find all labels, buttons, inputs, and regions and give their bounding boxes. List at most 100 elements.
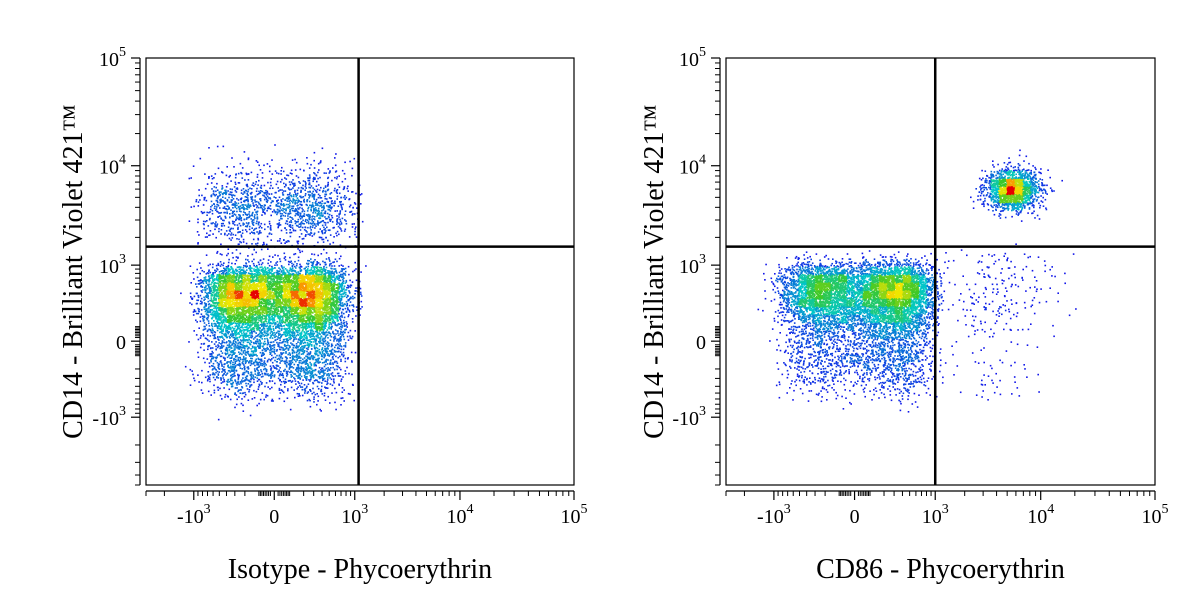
event-dot xyxy=(245,339,247,341)
event-dot xyxy=(334,283,336,285)
event-dot xyxy=(285,361,288,363)
event-dot xyxy=(251,357,253,360)
event-dot xyxy=(330,297,332,300)
event-dot xyxy=(305,312,308,315)
event-dot xyxy=(316,403,318,406)
event-dot xyxy=(229,378,232,380)
event-dot xyxy=(268,270,270,273)
event-dot xyxy=(324,289,326,291)
event-dot xyxy=(240,286,243,288)
event-dot xyxy=(257,283,259,286)
event-dot xyxy=(321,277,323,280)
event-dot xyxy=(226,320,229,322)
event-dot xyxy=(333,274,335,276)
event-dot xyxy=(329,289,331,292)
event-dot xyxy=(314,353,317,356)
event-dot xyxy=(266,284,269,287)
event-dot xyxy=(325,321,328,323)
event-dot xyxy=(237,286,240,289)
event-dot xyxy=(238,318,240,320)
event-dot xyxy=(240,358,242,361)
event-dot xyxy=(300,288,303,291)
event-dot xyxy=(241,334,244,337)
event-dot xyxy=(261,307,263,310)
event-dot xyxy=(338,279,340,281)
event-dot xyxy=(274,333,276,336)
event-dot xyxy=(344,303,346,306)
event-dot xyxy=(224,279,227,282)
event-dot xyxy=(338,299,341,301)
event-dot xyxy=(217,304,219,306)
event-dot xyxy=(337,346,339,349)
event-dot xyxy=(239,352,242,355)
event-dot xyxy=(266,359,269,362)
event-dot xyxy=(205,282,208,284)
event-dot xyxy=(263,285,266,288)
event-dot xyxy=(305,290,307,293)
event-dot xyxy=(213,282,215,285)
event-dot xyxy=(297,327,300,329)
event-dot xyxy=(307,265,310,268)
event-dot xyxy=(316,319,319,321)
event-dot xyxy=(287,327,290,330)
event-dot xyxy=(312,281,315,283)
event-dot xyxy=(313,304,315,306)
event-dot xyxy=(286,373,289,376)
event-dot xyxy=(348,314,350,316)
event-dot xyxy=(197,307,199,310)
event-dot xyxy=(255,353,257,356)
event-dot xyxy=(223,299,225,301)
event-dot xyxy=(313,267,316,270)
event-dot xyxy=(311,253,313,255)
event-dot xyxy=(231,334,234,337)
event-dot xyxy=(333,287,335,289)
event-dot xyxy=(257,269,260,272)
event-dot xyxy=(257,280,259,282)
event-dot xyxy=(318,328,321,330)
event-dot xyxy=(287,284,290,287)
event-dot xyxy=(247,329,249,332)
event-dot xyxy=(313,344,316,347)
event-dot xyxy=(242,269,245,271)
event-dot xyxy=(270,369,272,371)
event-dot xyxy=(260,291,262,293)
event-dot xyxy=(311,301,314,303)
event-dot xyxy=(237,375,240,378)
event-dot xyxy=(355,279,358,282)
event-dot xyxy=(259,362,262,365)
event-dot xyxy=(228,340,230,342)
event-dot xyxy=(242,290,245,292)
event-dot xyxy=(216,386,219,389)
event-dot xyxy=(195,334,198,336)
event-dot xyxy=(305,270,307,272)
event-dot xyxy=(297,259,300,262)
event-dot xyxy=(279,348,282,351)
event-dot xyxy=(305,325,307,328)
event-dot xyxy=(231,315,234,317)
event-dot xyxy=(313,318,316,321)
event-dot xyxy=(326,344,329,346)
event-dot xyxy=(188,341,190,343)
event-dot xyxy=(217,327,219,329)
event-dot xyxy=(342,278,344,281)
event-dot xyxy=(328,374,330,376)
event-dot xyxy=(244,321,247,324)
event-dot xyxy=(313,332,316,335)
event-dot xyxy=(254,269,257,271)
event-dot xyxy=(265,294,268,296)
event-dot xyxy=(312,270,315,272)
event-dot xyxy=(268,269,271,271)
event-dot xyxy=(282,277,285,279)
event-dot xyxy=(245,305,247,307)
event-dot xyxy=(205,295,208,297)
event-dot xyxy=(329,359,332,362)
event-dot xyxy=(263,368,265,371)
event-dot xyxy=(205,324,208,326)
event-dot xyxy=(360,295,363,297)
event-dot xyxy=(225,349,227,352)
event-dot xyxy=(247,341,250,344)
event-dot xyxy=(298,272,300,275)
event-dot xyxy=(287,277,290,279)
event-dot xyxy=(341,281,344,284)
event-dot xyxy=(220,377,222,379)
